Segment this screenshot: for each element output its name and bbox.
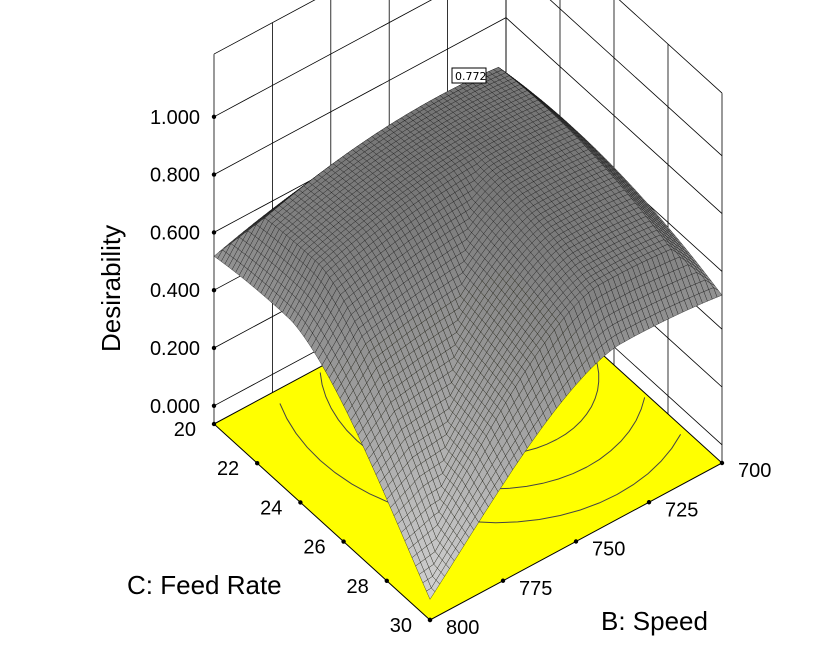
- left-wall-grid-horizontal: [213, 0, 433, 118]
- z-tick-label: 0.800: [150, 165, 200, 187]
- y-tick-label: 775: [519, 578, 552, 600]
- x-tick-mark: [255, 461, 260, 466]
- x-axis-title: C: Feed Rate: [127, 570, 282, 600]
- surface-facet: [426, 587, 436, 600]
- max-value-flag-box: [451, 67, 487, 84]
- x-tick-label: 26: [303, 537, 325, 559]
- y-tick-label: 725: [665, 499, 698, 521]
- z-tick-mark: [211, 403, 217, 408]
- y-tick-label: 700: [738, 460, 771, 482]
- left-wall-top: [213, 0, 316, 55]
- left-wall-grid-horizontal: [213, 17, 507, 175]
- z-tick-mark: [211, 230, 217, 235]
- y-tick-label: 800: [446, 617, 479, 639]
- x-tick-label: 22: [217, 458, 239, 480]
- axes: 0.000 0.200 0.400 0.600 0.800 1.000 20 22 24 26 28…: [150, 107, 771, 639]
- y-tick-label: 750: [592, 539, 625, 561]
- right-wall-top: [618, 0, 723, 94]
- z-tick-label: 0.000: [150, 396, 200, 418]
- x-tick-mark: [211, 421, 217, 427]
- max-value-flag-label: 0.772: [455, 70, 487, 83]
- x-tick-label: 24: [260, 497, 282, 519]
- x-tick-mark: [298, 500, 303, 505]
- y-tick-mark: [427, 617, 433, 623]
- x-tick-mark: [341, 539, 346, 544]
- z-tick-label: 1.000: [150, 107, 200, 129]
- z-tick-mark: [211, 345, 217, 351]
- y-tick-mark: [719, 460, 725, 466]
- x-tick-label: 20: [174, 419, 196, 441]
- right-wall-grid-horizontal: [505, 17, 723, 214]
- z-tick-label: 0.400: [150, 280, 200, 302]
- right-wall-grid-horizontal: [549, 0, 723, 157]
- y-axis-title: B: Speed: [601, 606, 708, 636]
- z-tick-label: 0.200: [150, 338, 200, 360]
- x-tick-mark: [384, 578, 389, 583]
- response-surface-mesh: [213, 67, 723, 600]
- y-tick-mark: [573, 539, 579, 544]
- y-tick-mark: [500, 578, 506, 583]
- z-tick-label: 0.600: [150, 222, 200, 244]
- y-tick-mark: [646, 500, 652, 505]
- x-tick-label: 28: [347, 576, 369, 598]
- x-tick-label: 30: [390, 615, 412, 637]
- z-tick-mark: [211, 172, 217, 177]
- max-value-flag: 0.772: [451, 67, 487, 84]
- z-axis-title: Desirability: [96, 225, 126, 352]
- z-tick-mark: [211, 114, 217, 119]
- z-tick-mark: [211, 287, 217, 293]
